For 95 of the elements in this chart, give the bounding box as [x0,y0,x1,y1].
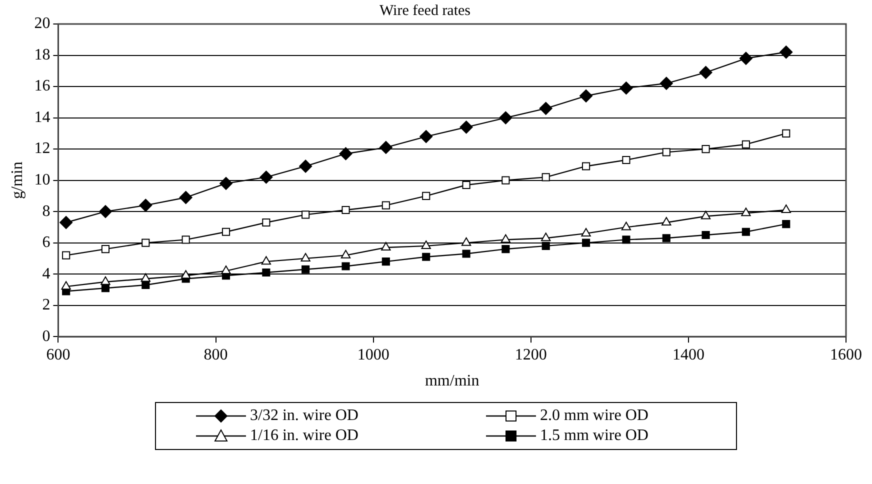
point [541,232,551,242]
point [662,217,672,226]
point [221,265,231,274]
legend-label: 3/32 in. wire OD [250,406,358,426]
x-tick-label: 800 [204,346,228,364]
point [502,176,510,184]
y-tick-label: 6 [42,234,50,252]
legend-label: 1/16 in. wire OD [250,426,358,446]
y-tick-label: 12 [34,140,50,158]
point [462,250,470,258]
x-tick-label: 1400 [672,346,704,364]
point [782,129,790,138]
point [499,111,512,124]
point [699,66,712,79]
point [382,201,390,210]
chart-title: Wire feed rates [379,2,471,19]
point [339,147,352,160]
point [502,245,510,254]
y-tick-label: 4 [42,265,50,282]
point [582,238,590,247]
point [781,204,791,213]
point [742,140,750,148]
point [420,130,433,144]
point [662,234,670,242]
x-tick-label: 1600 [830,346,862,364]
point [539,102,552,115]
point [302,210,310,219]
legend-label: 2.0 mm wire OD [540,406,648,426]
point [379,140,392,154]
point [742,228,750,236]
x-tick-label: 1000 [357,346,390,364]
point [382,258,390,266]
point [421,240,431,249]
point [220,176,232,190]
point [62,251,70,260]
point [340,250,351,258]
point [342,262,350,270]
point [700,210,711,220]
y-tick-label: 16 [34,78,50,95]
point [580,89,593,102]
point [139,198,152,212]
y-tick-label: 0 [42,328,50,345]
point [299,160,312,173]
point [581,228,591,236]
point [300,252,310,262]
x-tick-label: 600 [46,346,70,364]
point [622,156,630,164]
point [542,242,550,250]
point [260,170,273,184]
point [101,245,110,254]
point [422,252,430,261]
point [262,218,270,227]
point [542,173,550,182]
point [702,230,710,240]
x-axis-title: mm/min [424,372,480,390]
point [741,208,751,216]
point [182,236,190,244]
y-tick-label: 18 [34,46,50,64]
point [460,120,473,134]
point [620,82,633,95]
point [461,237,472,246]
point [180,270,191,279]
y-tick-label: 20 [34,15,50,32]
point [462,180,470,190]
point [61,281,71,290]
y-tick-label: 10 [34,172,50,189]
point [622,236,630,244]
point [100,276,110,285]
point [662,148,670,156]
point [739,52,752,65]
point [261,256,272,265]
x-tick-label: 1200 [514,346,547,364]
y-axis-title: g/min [8,162,26,199]
point [782,220,790,228]
point [142,238,150,247]
y-tick-label: 8 [42,202,50,220]
point [702,145,710,154]
point [621,222,632,230]
y-tick-label: 2 [42,296,50,314]
point [98,205,112,218]
point [222,228,230,236]
point [179,190,192,204]
y-tick-label: 14 [34,108,50,126]
point [302,265,310,274]
point [500,234,510,243]
point [381,242,391,251]
point [422,192,430,200]
point [262,268,270,277]
legend-label: 1.5 mm wire OD [540,426,648,446]
point [660,76,673,90]
point [342,206,350,214]
point [780,46,793,59]
point [140,273,150,282]
point [60,216,73,229]
point [582,162,590,170]
